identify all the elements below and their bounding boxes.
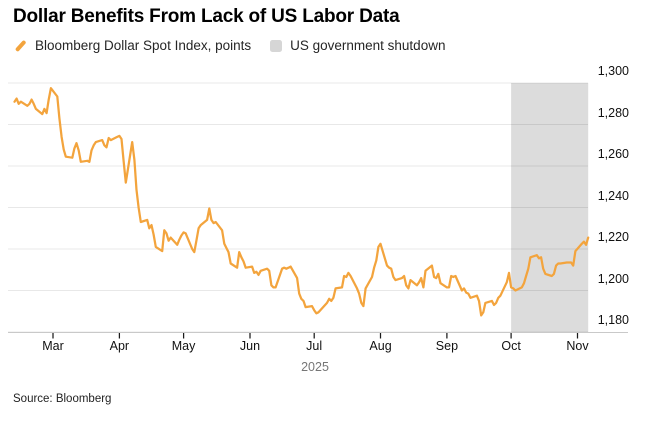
source-caption: Source: Bloomberg [13,393,112,405]
legend-item-series: Bloomberg Dollar Spot Index, points [14,38,251,53]
y-axis-label: 1,280 [597,105,629,120]
y-axis-label: 1,260 [597,147,629,161]
x-axis-label: Nov [566,339,589,353]
y-axis-label: 1,240 [597,188,629,203]
series-line [13,87,590,317]
legend-series-label: Bloomberg Dollar Spot Index, points [35,38,252,53]
x-axis-year-label: 2025 [301,360,329,374]
y-axis-label: 1,200 [597,271,629,286]
chart-title: Dollar Benefits From Lack of US Labor Da… [13,6,400,27]
legend: Bloomberg Dollar Spot Index, points US g… [14,38,445,53]
x-axis-label: Aug [369,339,392,353]
x-axis-label: Jun [239,339,261,353]
legend-item-shutdown: US government shutdown [270,38,445,53]
x-axis-label: Sep [435,339,459,353]
x-axis-label: Oct [501,339,521,353]
legend-shutdown-label: US government shutdown [290,38,446,53]
y-axis-label: 1,180 [597,313,629,327]
y-axis-label: 1,300 [597,64,629,78]
x-axis-label: Mar [42,339,64,353]
shutdown-swatch-icon [270,39,283,52]
x-axis-label: May [171,339,196,353]
x-axis-label: Apr [109,339,130,353]
y-axis-label: 1,220 [597,230,629,244]
shutdown-band [511,83,589,332]
x-axis-label: Jul [306,339,323,353]
